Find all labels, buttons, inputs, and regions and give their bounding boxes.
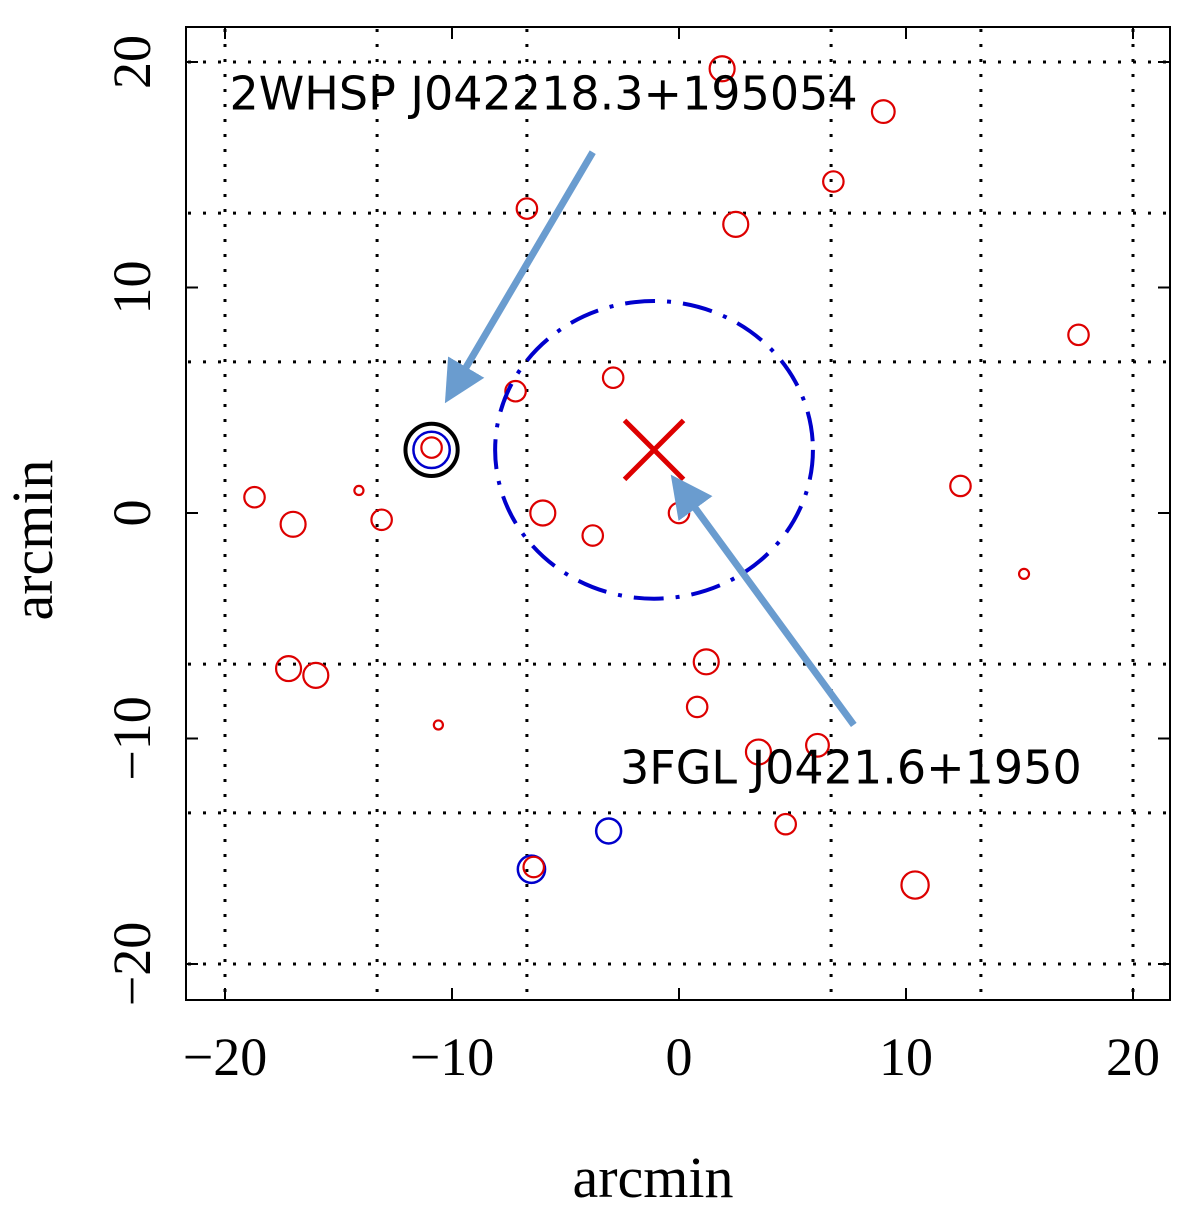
red-source-circle	[432, 719, 445, 731]
plot-frame	[185, 26, 1171, 1001]
annotation-arrow	[444, 150, 596, 404]
red-source-circle	[515, 197, 539, 220]
axis-ticks: −20 −10 0 10 20 −20 −10 0 10 20	[102, 27, 1170, 1087]
y-axis-title: arcmin	[0, 459, 65, 620]
grid	[188, 29, 1168, 998]
red-source-circle	[1017, 567, 1031, 580]
y-tick-label: −10	[102, 696, 162, 780]
red-source-circle	[581, 524, 605, 547]
red-source-circle	[708, 55, 736, 83]
red-source-circle	[522, 855, 546, 879]
blue-source-circle	[516, 854, 547, 885]
blue-source-circle	[412, 430, 451, 470]
blue-source-circle	[594, 817, 623, 845]
red-source-circle	[243, 485, 266, 509]
x-tick-label: 0	[666, 1027, 693, 1087]
red-source-circle	[370, 508, 393, 532]
red-source-circle	[302, 661, 330, 689]
red-source-circle	[870, 99, 896, 125]
red-source-circle	[805, 732, 830, 758]
red-source-circle	[744, 738, 773, 766]
red-source-circle	[667, 501, 691, 525]
red-source-circle	[949, 474, 972, 498]
y-tick-label: 20	[102, 35, 162, 89]
annotations: 2WHSP J042218.3+195054 3FGL J0421.6+1950	[230, 66, 1082, 794]
fermi-center-cross	[622, 418, 686, 482]
red-source-circle	[504, 379, 527, 403]
red-source-circle	[685, 695, 709, 719]
red-source-circle	[420, 436, 443, 459]
x-tick-label: 10	[879, 1027, 933, 1087]
red-source-circle	[822, 170, 845, 193]
y-tick-label: 0	[102, 500, 162, 527]
x-tick-label: −10	[410, 1027, 494, 1087]
red-source-circle	[900, 870, 930, 900]
x-axis-title: arcmin	[572, 1145, 733, 1210]
red-source-circle	[274, 655, 303, 683]
red-source-circle	[774, 812, 798, 836]
red-source-circle	[692, 648, 720, 676]
red-source-circle	[353, 484, 365, 497]
x-tick-label: 20	[1106, 1027, 1160, 1087]
black-source-circle	[403, 421, 460, 478]
red-source-circle	[279, 510, 307, 538]
annotation-label: 2WHSP J042218.3+195054	[230, 66, 858, 120]
x-tick-label: −20	[183, 1027, 267, 1087]
sources	[243, 55, 1090, 900]
red-source-circle	[1067, 323, 1090, 347]
red-source-circle	[529, 499, 557, 527]
annotation-arrow	[670, 474, 857, 728]
y-tick-label: 10	[102, 261, 162, 315]
annotation-label: 3FGL J0421.6+1950	[620, 741, 1082, 795]
fermi-region	[493, 299, 815, 601]
y-tick-label: −20	[102, 922, 162, 1006]
fermi-error-ellipse	[493, 299, 815, 601]
red-source-circle	[722, 210, 750, 238]
red-source-circle	[601, 366, 625, 390]
